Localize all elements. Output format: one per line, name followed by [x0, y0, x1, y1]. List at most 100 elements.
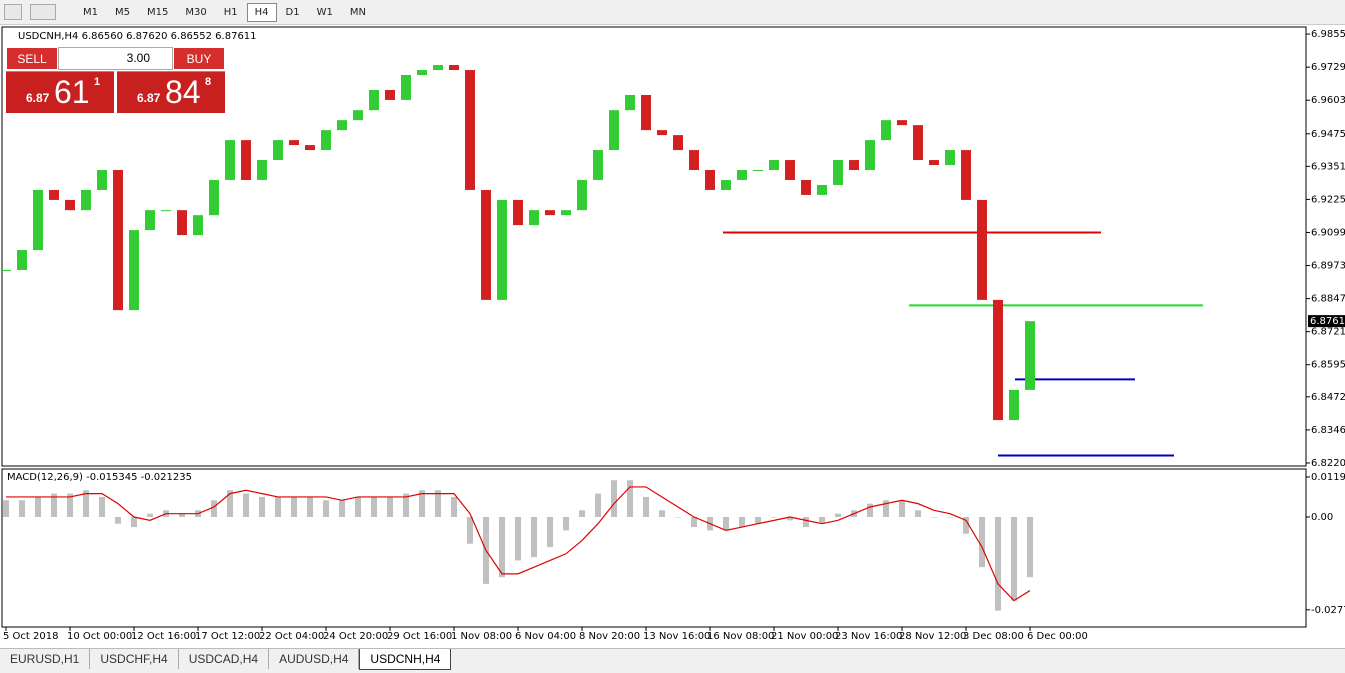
macd-bar [659, 510, 665, 518]
candle [913, 125, 923, 161]
macd-bar [339, 500, 345, 518]
ask-box[interactable]: 6.87 84 8 [117, 71, 225, 113]
candle [497, 199, 507, 300]
candle [305, 145, 315, 151]
chart-tab[interactable]: AUDUSD,H4 [269, 649, 360, 669]
macd-bar [275, 496, 281, 518]
candle [929, 160, 939, 166]
toolbar-icon[interactable] [30, 4, 56, 20]
candle [81, 189, 91, 211]
timeframe-group: M1 M5 M15 M30 H1 H4 D1 W1 MN [74, 2, 374, 22]
candle [33, 189, 43, 251]
macd-bar [259, 496, 265, 518]
bid-sup: 1 [94, 76, 101, 88]
macd-bar [547, 517, 553, 548]
candle [433, 65, 443, 71]
macd-bar [99, 496, 105, 518]
y-tick-label: 6.97290 [1311, 62, 1345, 73]
x-tick-label: 16 Nov 08:00 [707, 631, 774, 642]
macd-bar [51, 493, 57, 518]
macd-bar [899, 500, 905, 518]
macd-bar [1027, 517, 1033, 578]
candle [641, 94, 651, 131]
candle [673, 135, 683, 151]
toolbar-icon[interactable] [4, 4, 22, 20]
timeframe-button[interactable]: M15 [147, 6, 169, 18]
timeframe-button[interactable]: M5 [115, 6, 130, 18]
macd-bar [179, 513, 185, 518]
timeframe-button[interactable]: W1 [316, 6, 333, 18]
candle [481, 189, 491, 300]
timeframe-button[interactable]: H1 [223, 6, 238, 18]
candle [801, 179, 811, 195]
candle [1009, 389, 1019, 421]
candle [689, 150, 699, 171]
candle [289, 140, 299, 146]
macd-bar [931, 517, 937, 518]
candle [609, 110, 619, 151]
candle [737, 170, 747, 180]
candle [561, 210, 571, 216]
candle [145, 210, 155, 231]
y-tick-label: 6.89730 [1311, 261, 1345, 272]
candle [865, 140, 875, 171]
x-tick-label: 24 Oct 20:00 [323, 631, 388, 642]
candle [449, 65, 459, 71]
macd-bar [435, 490, 441, 518]
macd-bar [915, 510, 921, 518]
candle [321, 130, 331, 151]
macd-bar [35, 496, 41, 518]
macd-bar [675, 517, 681, 518]
candle [417, 70, 427, 76]
candle [545, 210, 555, 216]
y-tick-label: 6.92250 [1311, 194, 1345, 205]
macd-panel [1, 468, 1307, 628]
macd-bar [115, 517, 121, 524]
candle [337, 120, 347, 131]
candle [849, 160, 859, 171]
macd-bar [323, 500, 329, 518]
timeframe-button[interactable]: H4 [246, 2, 277, 22]
candle [705, 170, 715, 190]
macd-bar [211, 500, 217, 518]
macd-bar [579, 510, 585, 518]
macd-bar [995, 517, 1001, 611]
macd-bar [307, 496, 313, 518]
timeframe-button[interactable]: D1 [285, 6, 300, 18]
candle [881, 120, 891, 141]
y-tick-label: 6.82205 [1311, 458, 1345, 469]
x-tick-label: 28 Nov 12:00 [899, 631, 966, 642]
buy-button[interactable]: BUY [173, 47, 225, 70]
timeframe-button[interactable]: M30 [185, 6, 207, 18]
candle [513, 199, 523, 226]
sell-button[interactable]: SELL [6, 47, 58, 70]
candle [833, 160, 843, 185]
candle [577, 179, 587, 211]
chart-tab[interactable]: USDCHF,H4 [90, 649, 179, 669]
macd-bar [131, 517, 137, 528]
chart-tab[interactable]: EURUSD,H1 [0, 649, 91, 669]
macd-bar [227, 490, 233, 518]
macd-bar [355, 496, 361, 518]
macd-bar [643, 496, 649, 518]
bid-box[interactable]: 6.87 61 1 [6, 71, 114, 113]
candle [17, 250, 27, 270]
timeframe-button[interactable]: M1 [83, 6, 98, 18]
volume-input[interactable]: 3.00 [58, 47, 173, 70]
chart-tab[interactable]: USDCAD,H4 [179, 649, 270, 669]
timeframe-button[interactable]: MN [349, 6, 366, 18]
macd-bar [691, 517, 697, 528]
macd-bar [515, 517, 521, 561]
chart-tab[interactable]: USDCNH,H4 [359, 649, 452, 670]
x-tick-label: 22 Oct 04:00 [259, 631, 324, 642]
y-tick-label: -0.027755 [1311, 605, 1345, 616]
macd-bar [739, 517, 745, 528]
trade-panel: SELL 3.00 BUY 6.87 61 1 6.87 84 8 [6, 47, 225, 113]
macd-bar [67, 493, 73, 518]
candle [161, 210, 171, 212]
candle [945, 150, 955, 166]
candle [657, 130, 667, 136]
x-tick-label: 5 Oct 2018 [3, 631, 58, 642]
x-tick-label: 3 Dec 08:00 [963, 631, 1024, 642]
macd-bar [403, 493, 409, 518]
